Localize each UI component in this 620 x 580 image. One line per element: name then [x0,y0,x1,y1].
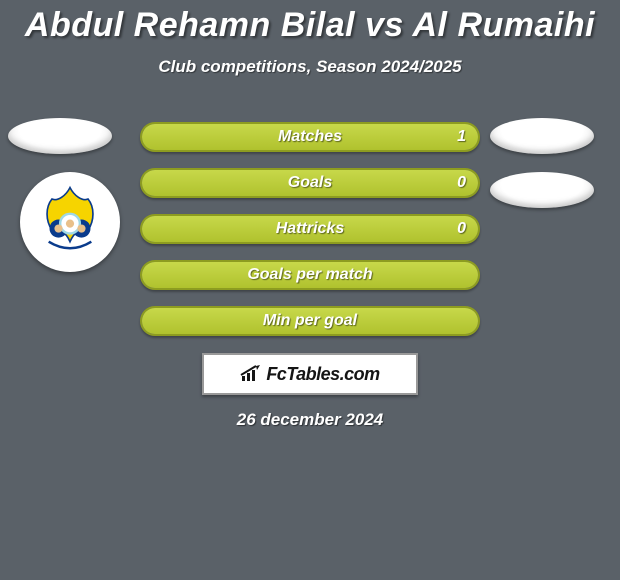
player-left-club-badge [20,172,120,272]
brand-chart-icon [240,365,262,383]
stat-label: Matches [142,124,478,150]
stats-container: Matches1Goals0Hattricks0Goals per matchM… [140,122,480,352]
stat-row: Goals per match [140,260,480,290]
stat-row: Goals0 [140,168,480,198]
stat-value: 1 [457,124,466,150]
stat-label: Goals per match [142,262,478,288]
player-right-avatar-placeholder [490,118,594,154]
page-title: Abdul Rehamn Bilal vs Al Rumaihi [0,0,620,45]
stat-value: 0 [457,170,466,196]
player-right-club-placeholder [490,172,594,208]
stat-row: Hattricks0 [140,214,480,244]
club-badge-icon [29,181,111,263]
brand-box[interactable]: FcTables.com [202,353,418,395]
page-subtitle: Club competitions, Season 2024/2025 [0,57,620,77]
stat-row: Min per goal [140,306,480,336]
player-left-column [8,118,118,272]
stat-label: Hattricks [142,216,478,242]
stat-row: Matches1 [140,122,480,152]
stat-value: 0 [457,216,466,242]
date-label: 26 december 2024 [0,410,620,430]
player-right-column [490,118,600,226]
brand-label: FcTables.com [266,364,379,385]
stat-label: Goals [142,170,478,196]
player-left-avatar-placeholder [8,118,112,154]
stat-label: Min per goal [142,308,478,334]
